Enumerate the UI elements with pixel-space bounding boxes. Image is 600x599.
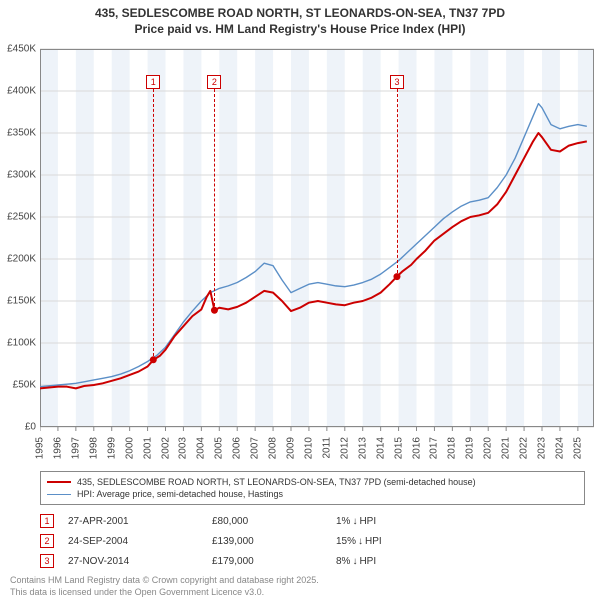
x-tick-label: 2009 [286,437,297,459]
y-tick-label: £100K [7,338,36,349]
x-tick-label: 2006 [232,437,243,459]
marker-row: 2 24-SEP-2004 £139,000 15% ↓ HPI [40,531,585,551]
legend-label: HPI: Average price, semi-detached house,… [77,489,283,499]
down-arrow-icon: ↓ [358,536,363,547]
marker-comp-pct: 8% [336,556,350,567]
x-tick-label: 2010 [303,437,314,459]
x-tick-label: 2000 [124,437,135,459]
marker-row: 1 27-APR-2001 £80,000 1% ↓ HPI [40,511,585,531]
down-arrow-icon: ↓ [352,556,357,567]
y-tick-label: £350K [7,128,36,139]
x-tick-label: 2020 [483,437,494,459]
marker-comp-pct: 15% [336,536,356,547]
markers-table: 1 27-APR-2001 £80,000 1% ↓ HPI 2 24-SEP-2004 £… [40,511,585,571]
marker-badge: 1 [40,514,54,528]
attribution-line-1: Contains HM Land Registry data © Crown c… [10,575,590,587]
marker-date: 24-SEP-2004 [68,536,198,547]
y-tick-label: £450K [7,44,36,55]
marker-price: £179,000 [212,556,322,567]
marker-callout-badge: 2 [207,75,221,89]
title-line-1: 435, SEDLESCOMBE ROAD NORTH, ST LEONARDS… [10,6,590,22]
marker-leader [397,89,398,273]
y-tick-label: £200K [7,254,36,265]
title-line-2: Price paid vs. HM Land Registry's House … [10,22,590,38]
x-tick-label: 2014 [375,437,386,459]
x-tick-label: 2011 [321,437,332,459]
marker-comp-suffix: HPI [359,556,376,567]
y-tick-label: £50K [13,380,36,391]
marker-callout-badge: 3 [390,75,404,89]
legend-swatch [47,494,71,495]
y-tick-label: £250K [7,212,36,223]
marker-comparison: 15% ↓ HPI [336,536,382,547]
legend-label: 435, SEDLESCOMBE ROAD NORTH, ST LEONARDS… [77,477,476,487]
marker-price: £139,000 [212,536,322,547]
marker-comp-suffix: HPI [365,536,382,547]
marker-date: 27-APR-2001 [68,516,198,527]
chart-area: £0£50K£100K£150K£200K£250K£300K£350K£400… [40,43,600,433]
x-tick-label: 2012 [339,437,350,459]
attribution-line-2: This data is licensed under the Open Gov… [10,587,590,599]
chart-title: 435, SEDLESCOMBE ROAD NORTH, ST LEONARDS… [0,0,600,39]
marker-comparison: 8% ↓ HPI [336,556,376,567]
x-tick-label: 2018 [447,437,458,459]
x-tick-label: 2025 [572,437,583,459]
x-tick-label: 2002 [160,437,171,459]
marker-comp-pct: 1% [336,516,350,527]
x-tick-label: 2001 [142,437,153,459]
x-tick-label: 2004 [196,437,207,459]
attribution: Contains HM Land Registry data © Crown c… [10,575,590,598]
x-tick-label: 1999 [106,437,117,459]
x-tick-label: 2016 [411,437,422,459]
x-tick-label: 2019 [465,437,476,459]
y-tick-label: £150K [7,296,36,307]
y-tick-label: £400K [7,86,36,97]
y-tick-label: £300K [7,170,36,181]
legend-row: HPI: Average price, semi-detached house,… [47,488,578,500]
marker-callout-badge: 1 [146,75,160,89]
x-tick-label: 1997 [70,437,81,459]
x-tick-label: 1998 [88,437,99,459]
y-tick-label: £0 [25,422,36,433]
x-tick-label: 2003 [178,437,189,459]
marker-row: 3 27-NOV-2014 £179,000 8% ↓ HPI [40,551,585,571]
x-tick-label: 2024 [554,437,565,459]
x-tick-label: 2023 [537,437,548,459]
x-tick-label: 1995 [35,437,46,459]
x-tick-label: 1996 [52,437,63,459]
marker-badge: 3 [40,554,54,568]
marker-badge: 2 [40,534,54,548]
legend-swatch [47,481,71,483]
legend: 435, SEDLESCOMBE ROAD NORTH, ST LEONARDS… [40,471,585,505]
x-tick-label: 2008 [268,437,279,459]
x-tick-label: 2015 [393,437,404,459]
x-tick-label: 2021 [501,437,512,459]
marker-comp-suffix: HPI [359,516,376,527]
marker-leader [214,89,215,306]
marker-comparison: 1% ↓ HPI [336,516,376,527]
x-tick-label: 2007 [250,437,261,459]
plot-svg [40,43,600,433]
down-arrow-icon: ↓ [352,516,357,527]
x-tick-label: 2013 [357,437,368,459]
chart-container: 435, SEDLESCOMBE ROAD NORTH, ST LEONARDS… [0,0,600,590]
x-tick-label: 2017 [429,437,440,459]
marker-date: 27-NOV-2014 [68,556,198,567]
x-tick-label: 2022 [519,437,530,459]
legend-row: 435, SEDLESCOMBE ROAD NORTH, ST LEONARDS… [47,476,578,488]
marker-price: £80,000 [212,516,322,527]
x-tick-label: 2005 [214,437,225,459]
marker-leader [153,89,154,356]
